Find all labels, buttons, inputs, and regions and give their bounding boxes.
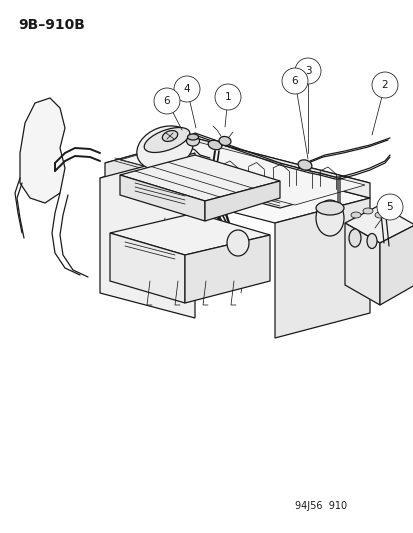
Ellipse shape bbox=[348, 229, 360, 247]
Ellipse shape bbox=[186, 136, 199, 146]
Circle shape bbox=[371, 72, 397, 98]
Circle shape bbox=[173, 76, 199, 102]
Circle shape bbox=[154, 88, 180, 114]
Polygon shape bbox=[105, 138, 369, 208]
Polygon shape bbox=[195, 138, 369, 198]
Polygon shape bbox=[344, 223, 379, 305]
Polygon shape bbox=[100, 153, 195, 318]
Ellipse shape bbox=[315, 200, 343, 236]
Polygon shape bbox=[120, 155, 279, 201]
Polygon shape bbox=[20, 98, 65, 203]
Text: 5: 5 bbox=[386, 202, 392, 212]
Polygon shape bbox=[105, 138, 195, 178]
Circle shape bbox=[294, 58, 320, 84]
Ellipse shape bbox=[144, 127, 189, 152]
Circle shape bbox=[214, 84, 240, 110]
Ellipse shape bbox=[362, 208, 372, 214]
Polygon shape bbox=[185, 235, 269, 303]
Text: 2: 2 bbox=[381, 80, 387, 90]
Text: 1: 1 bbox=[224, 92, 231, 102]
Polygon shape bbox=[204, 181, 279, 221]
Polygon shape bbox=[274, 198, 369, 338]
Ellipse shape bbox=[208, 140, 221, 150]
Ellipse shape bbox=[187, 134, 198, 140]
Polygon shape bbox=[110, 233, 185, 303]
Polygon shape bbox=[379, 225, 413, 305]
Circle shape bbox=[281, 68, 307, 94]
Polygon shape bbox=[344, 205, 413, 243]
Polygon shape bbox=[120, 175, 204, 221]
Ellipse shape bbox=[366, 233, 376, 248]
Ellipse shape bbox=[218, 136, 230, 146]
Ellipse shape bbox=[374, 212, 384, 218]
Text: 6: 6 bbox=[291, 76, 298, 86]
Ellipse shape bbox=[297, 160, 311, 170]
Text: 4: 4 bbox=[183, 84, 190, 94]
Text: 94J56  910: 94J56 910 bbox=[294, 501, 346, 511]
Text: 9B–910B: 9B–910B bbox=[18, 18, 85, 32]
Text: 6: 6 bbox=[163, 96, 170, 106]
Ellipse shape bbox=[315, 201, 343, 215]
Ellipse shape bbox=[226, 230, 248, 256]
Ellipse shape bbox=[136, 126, 193, 170]
Polygon shape bbox=[100, 153, 369, 223]
Ellipse shape bbox=[162, 131, 177, 141]
Text: 3: 3 bbox=[304, 66, 311, 76]
Polygon shape bbox=[120, 140, 364, 205]
Polygon shape bbox=[110, 213, 269, 255]
Circle shape bbox=[376, 194, 402, 220]
Ellipse shape bbox=[350, 212, 360, 218]
